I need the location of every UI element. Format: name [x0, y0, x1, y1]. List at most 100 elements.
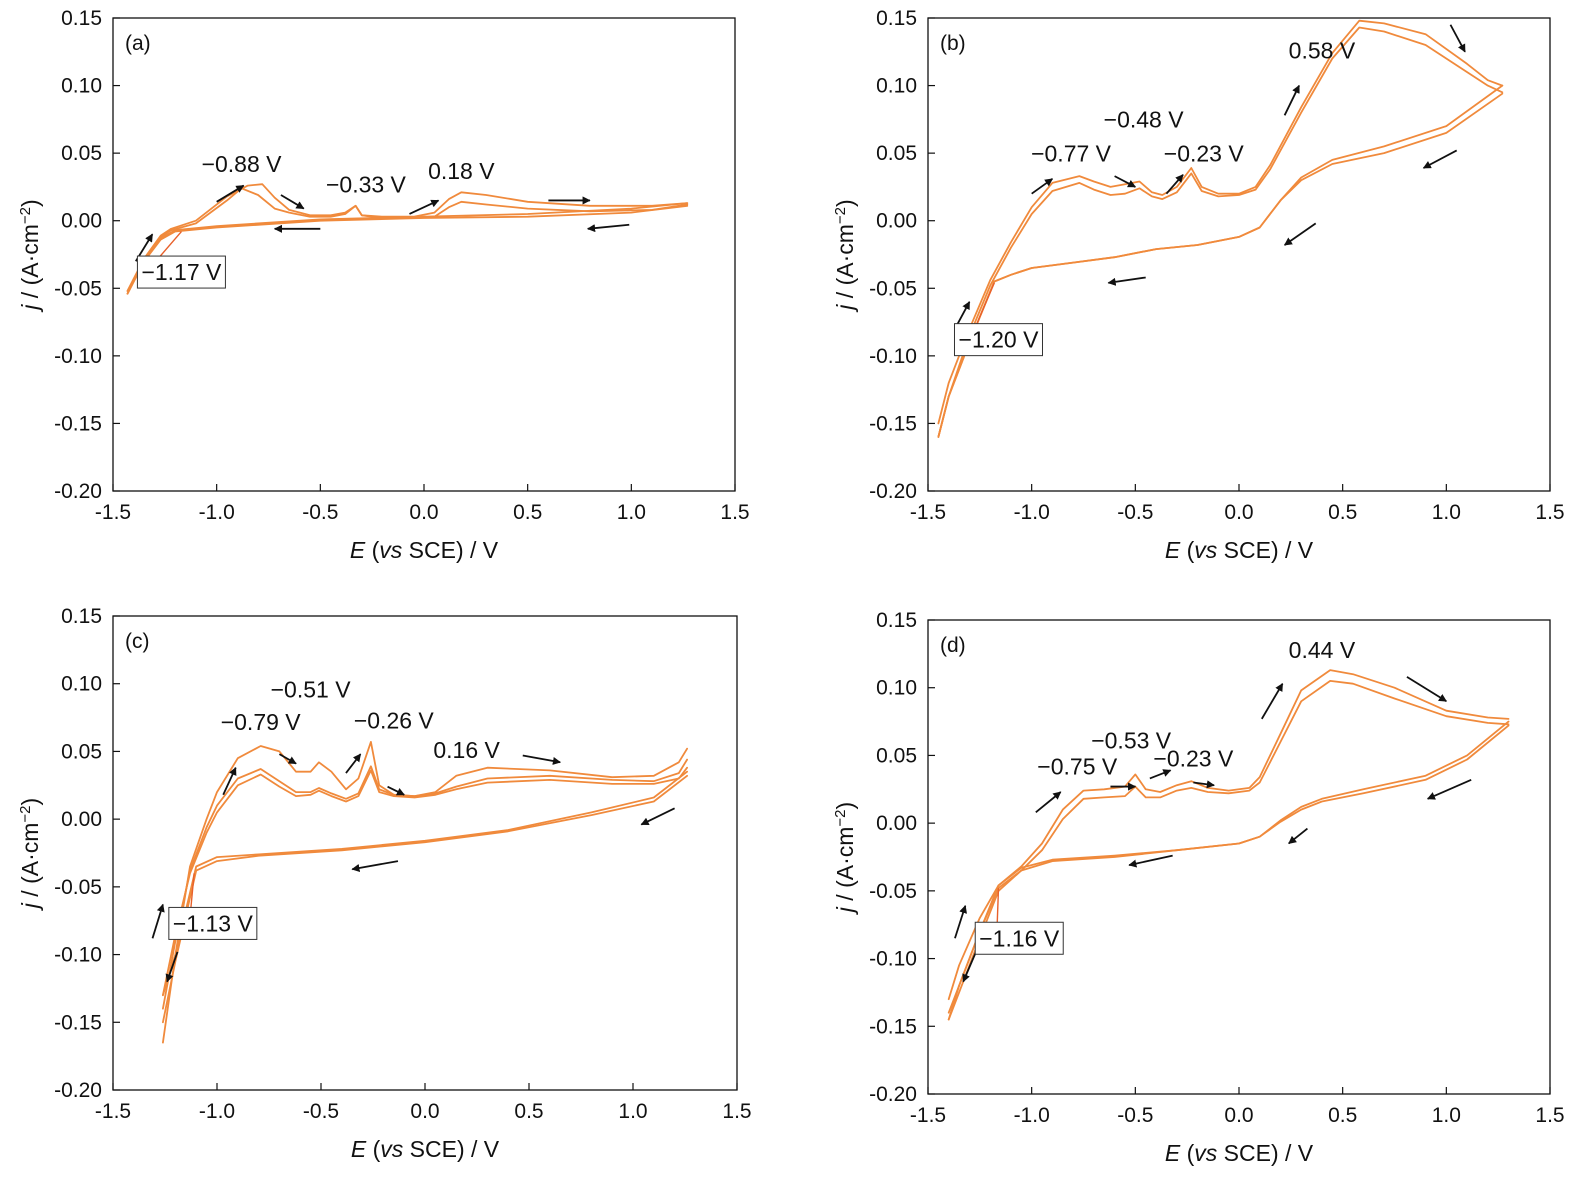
x-tick-label: -1.5 — [910, 501, 946, 524]
panel-label: (a) — [125, 32, 151, 55]
onset-leader-line — [975, 282, 995, 325]
y-tick-label: 0.05 — [876, 142, 917, 165]
plot-frame — [927, 619, 1551, 1095]
y-tick-label: 0.00 — [61, 210, 102, 233]
x-axis-title: E (vs SCE) / V — [350, 537, 499, 563]
cv-curve — [947, 724, 1510, 1021]
x-axis-title-vs: vs — [379, 537, 403, 563]
y-axis-title: j / (A·cm−2) — [832, 199, 859, 312]
y-axis-title-superscript: −2 — [832, 809, 849, 826]
x-tick-label: 1.0 — [618, 1100, 647, 1123]
scan-direction-arrow — [522, 754, 561, 765]
x-tick-label: -1.5 — [95, 501, 131, 524]
cv-curve — [947, 669, 1510, 1001]
x-tick-label: 0.5 — [1328, 1104, 1357, 1127]
peak-potential-label: −0.48 V — [1104, 106, 1185, 132]
scan-direction-arrow — [1128, 854, 1173, 868]
x-axis-title-text: ( — [1180, 537, 1194, 563]
y-axis-title-superscript: −2 — [832, 207, 849, 224]
y-tick-label: -0.05 — [869, 277, 917, 300]
y-tick-label: 0.05 — [61, 740, 102, 763]
peak-potential-label: 0.58 V — [1289, 38, 1356, 64]
onset-leader-line — [996, 888, 1000, 924]
peak-potential-label: −0.88 V — [202, 151, 283, 177]
x-tick-label: 0.0 — [1224, 1104, 1253, 1127]
y-tick-label: -0.05 — [54, 277, 102, 300]
y-tick-label: 0.10 — [876, 75, 917, 98]
x-tick-label: 0.5 — [513, 501, 542, 524]
y-axis-title-symbol: j — [832, 906, 858, 915]
x-tick-label: -1.5 — [910, 1104, 946, 1127]
onset-label-box — [974, 921, 1064, 955]
scan-direction-arrow — [1107, 276, 1146, 286]
x-axis-title-symbol: E — [1165, 1140, 1181, 1166]
y-tick-label: -0.15 — [869, 1015, 917, 1038]
x-tick-label: 1.0 — [617, 501, 646, 524]
onset-leader-line — [158, 231, 182, 258]
x-axis-title-unit: SCE) / V — [1217, 537, 1314, 563]
scan-direction-arrow — [1426, 778, 1472, 800]
x-axis-title-text: ( — [366, 1136, 380, 1162]
y-tick-label: 0.10 — [61, 75, 102, 98]
y-tick-label: 0.05 — [61, 142, 102, 165]
x-axis-title-unit: SCE) / V — [402, 537, 499, 563]
y-tick-label: -0.15 — [54, 412, 102, 435]
y-tick-label: -0.20 — [54, 1079, 102, 1102]
y-axis-title-close: ) — [17, 798, 43, 806]
onset-potential-label: −1.13 V — [173, 910, 254, 936]
y-axis-title: j / (A·cm−2) — [17, 199, 44, 312]
plot-frame — [927, 17, 1551, 492]
x-tick-label: 1.0 — [1432, 1104, 1461, 1127]
y-axis-title-superscript: −2 — [17, 805, 34, 822]
peak-potential-label: −0.26 V — [354, 707, 435, 733]
onset-leader-line — [190, 873, 195, 909]
scan-direction-arrow — [151, 903, 165, 939]
y-axis-title-close: ) — [832, 199, 858, 207]
x-tick-label: -1.0 — [1014, 1104, 1050, 1127]
y-tick-label: 0.00 — [876, 812, 917, 835]
peak-potential-label: 0.16 V — [433, 737, 500, 763]
peak-potential-label: −0.75 V — [1037, 753, 1118, 779]
scan-direction-arrow — [1035, 791, 1062, 814]
cv-curve — [937, 84, 1504, 438]
panel-label: (c) — [125, 630, 150, 653]
y-tick-label: 0.10 — [61, 673, 102, 696]
scan-direction-arrow — [1283, 84, 1300, 116]
y-tick-label: 0.15 — [61, 605, 102, 628]
x-axis-title-unit: SCE) / V — [1217, 1140, 1314, 1166]
y-axis-title-symbol: j — [17, 304, 43, 313]
x-tick-label: 0.0 — [1224, 501, 1253, 524]
scan-direction-arrow — [278, 753, 297, 765]
y-axis-title-symbol: j — [17, 902, 43, 911]
scan-direction-arrow — [1114, 175, 1137, 188]
y-tick-label: -0.05 — [869, 880, 917, 903]
scan-direction-arrow — [1406, 676, 1448, 703]
cv-curve — [126, 187, 689, 295]
y-tick-label: -0.10 — [54, 345, 102, 368]
peak-potential-label: −0.33 V — [326, 171, 407, 197]
cv-curve — [937, 26, 1504, 438]
panel-label: (b) — [940, 32, 966, 55]
scan-direction-arrow — [586, 223, 630, 233]
onset-potential-label: −1.16 V — [979, 925, 1060, 951]
cv-curve — [126, 204, 689, 295]
scan-direction-arrow — [1288, 827, 1308, 845]
y-tick-label: 0.10 — [876, 677, 917, 700]
y-axis-title-symbol: j — [832, 304, 858, 313]
panel-a: -1.5 -1.0 -0.5 0.0 0.5 1.0 1.5 0.15 0.10 0.05 0.00… — [17, 7, 750, 563]
x-axis-title-vs: vs — [1194, 1140, 1218, 1166]
scan-direction-arrow — [222, 766, 237, 796]
scan-direction-arrow — [1193, 780, 1215, 789]
y-tick-label: 0.05 — [876, 744, 917, 767]
cv-curve — [161, 770, 688, 997]
x-tick-label: -1.0 — [1014, 501, 1050, 524]
peak-potential-label: −0.77 V — [1031, 140, 1112, 166]
peak-potential-label: 0.18 V — [428, 158, 495, 184]
onset-label-box — [168, 906, 258, 940]
x-tick-label: 1.5 — [1535, 1104, 1564, 1127]
x-tick-label: -1.0 — [199, 1100, 235, 1123]
y-axis-title-text: / (A·cm — [17, 823, 43, 904]
scan-direction-arrow — [345, 753, 362, 774]
y-tick-label: -0.10 — [869, 345, 917, 368]
y-tick-label: -0.10 — [54, 944, 102, 967]
